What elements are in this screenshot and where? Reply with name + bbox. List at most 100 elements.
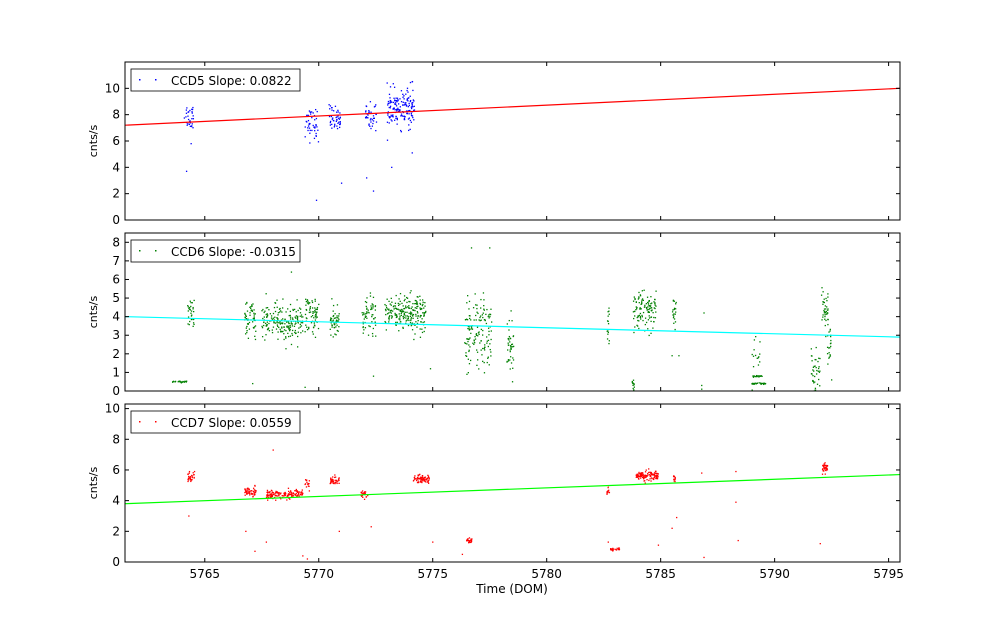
data-point	[830, 339, 832, 342]
data-point	[402, 115, 404, 117]
data-point	[407, 100, 409, 102]
data-point	[402, 326, 404, 329]
data-point	[313, 137, 316, 140]
data-point	[337, 117, 340, 119]
data-point	[306, 302, 309, 304]
data-point	[281, 326, 283, 328]
data-point	[409, 100, 411, 103]
data-point	[313, 317, 315, 319]
legend-marker	[139, 250, 141, 252]
data-point	[671, 527, 673, 529]
data-point	[306, 299, 309, 301]
y-tick-label: 2	[112, 187, 120, 201]
data-point	[363, 498, 366, 500]
data-point	[244, 312, 246, 315]
data-point	[822, 464, 824, 467]
data-point	[829, 355, 832, 357]
data-point	[370, 117, 372, 120]
data-point	[332, 476, 334, 478]
data-point	[638, 296, 640, 298]
data-point	[315, 117, 318, 120]
data-point	[751, 353, 753, 356]
data-point	[821, 287, 823, 289]
data-point	[307, 127, 309, 129]
data-point	[372, 296, 375, 299]
data-point	[308, 311, 311, 314]
data-point	[338, 123, 341, 126]
data-point	[657, 474, 659, 477]
data-point	[810, 373, 813, 375]
data-point	[506, 323, 508, 325]
data-point	[825, 319, 827, 322]
data-point	[388, 106, 390, 109]
data-point	[334, 482, 336, 485]
y-tick-label: 6	[112, 463, 120, 477]
data-point	[261, 326, 264, 329]
data-point	[188, 323, 190, 326]
legend-marker	[139, 79, 141, 81]
data-point	[823, 310, 825, 312]
data-point	[174, 380, 176, 383]
data-point	[428, 479, 430, 481]
data-point	[387, 102, 389, 105]
data-point	[305, 317, 308, 319]
data-point	[755, 374, 758, 377]
data-point	[314, 313, 317, 316]
data-point	[632, 387, 634, 390]
data-point	[823, 463, 825, 465]
data-point	[639, 312, 642, 315]
data-point	[419, 316, 421, 318]
data-point	[635, 476, 637, 478]
data-point	[337, 122, 339, 124]
data-point	[476, 311, 478, 313]
data-point	[283, 495, 285, 497]
data-point	[314, 336, 317, 338]
data-point	[272, 326, 275, 328]
data-point	[644, 471, 647, 473]
data-point	[648, 479, 650, 482]
data-point	[813, 365, 815, 368]
data-point	[633, 384, 635, 386]
data-point	[673, 300, 675, 302]
data-point	[278, 311, 281, 313]
data-point	[511, 343, 514, 345]
data-point	[289, 314, 291, 317]
x-tick-label: 5765	[190, 567, 221, 581]
data-point	[829, 330, 831, 332]
data-point	[406, 319, 408, 321]
data-point	[288, 497, 290, 499]
data-point	[651, 473, 653, 475]
data-point	[827, 323, 829, 326]
data-point	[752, 383, 754, 385]
data-point	[263, 316, 265, 318]
data-point	[468, 363, 471, 365]
data-point	[273, 322, 275, 324]
data-point	[829, 347, 831, 349]
data-point	[641, 290, 643, 292]
data-point	[302, 316, 304, 318]
data-point	[388, 317, 390, 319]
data-point	[753, 349, 755, 351]
data-point	[309, 132, 311, 134]
data-point	[408, 104, 411, 107]
data-point	[247, 318, 249, 320]
data-point	[288, 490, 290, 493]
data-point	[465, 318, 468, 320]
data-point	[281, 322, 284, 325]
data-point	[261, 325, 263, 328]
data-point	[275, 328, 278, 330]
data-point	[190, 310, 193, 312]
data-point	[467, 338, 469, 340]
data-point	[265, 496, 268, 499]
data-point	[400, 100, 403, 103]
data-point	[819, 357, 821, 360]
data-point	[511, 320, 513, 322]
data-point	[476, 351, 479, 353]
data-point	[308, 127, 311, 129]
data-point	[384, 321, 387, 324]
data-point	[606, 491, 608, 494]
data-point	[400, 131, 403, 133]
data-point	[410, 318, 412, 320]
data-point	[609, 549, 612, 551]
data-point	[316, 126, 318, 128]
